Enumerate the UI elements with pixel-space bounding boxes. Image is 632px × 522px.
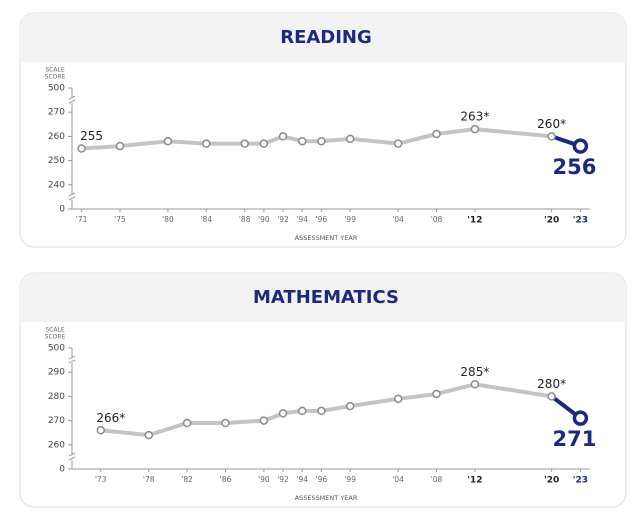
- x-tick-label: '78: [143, 475, 155, 484]
- point: [470, 124, 480, 134]
- point: [393, 394, 403, 404]
- point: [144, 430, 153, 440]
- x-tick-label: '80: [162, 215, 174, 224]
- y-tick-label: 280: [48, 392, 65, 402]
- panel-title: MATHEMATICS: [253, 287, 399, 308]
- x-tick-label: '75: [114, 215, 126, 224]
- value-label: 255: [80, 129, 103, 143]
- panel-title: READING: [280, 27, 372, 48]
- y-tick-label: 290: [48, 368, 65, 378]
- x-tick-label: '12: [467, 476, 482, 486]
- value-label: 266*: [96, 411, 125, 425]
- x-tick-label: '08: [431, 215, 443, 224]
- point: [547, 132, 556, 141]
- line: [100, 382, 582, 438]
- y-axis-title: SCORE: [45, 74, 66, 81]
- axis-break: [69, 357, 75, 364]
- point: [259, 139, 269, 148]
- y-axis-title: SCORE: [45, 334, 66, 341]
- y-tick-label: 240: [48, 180, 65, 190]
- y-tick-label: 260: [48, 132, 65, 142]
- x-tick-label: '96: [316, 215, 328, 224]
- point: [393, 139, 403, 148]
- x-tick-label: '04: [392, 475, 404, 484]
- axis-break: [68, 355, 76, 364]
- x-tick-label: '82: [181, 475, 193, 484]
- x-tick-label: '92: [277, 475, 289, 484]
- point: [345, 401, 355, 411]
- point: [96, 426, 106, 435]
- point: [77, 144, 86, 153]
- point: [182, 418, 192, 428]
- value-label: 260*: [537, 117, 566, 131]
- x-tick-label: '12: [467, 216, 482, 226]
- x-tick-label: '94: [296, 475, 308, 484]
- point: [547, 392, 556, 401]
- point: [115, 141, 125, 151]
- x-tick-label: '90: [258, 475, 270, 484]
- axis-break: [69, 97, 75, 104]
- panel-frame: [19, 12, 627, 508]
- y-tick-label: 500: [48, 84, 65, 94]
- x-tick-label: '88: [239, 215, 251, 224]
- value-label: 271: [552, 427, 596, 451]
- y-axis-title: SCALE: [45, 67, 64, 74]
- x-tick-label: '92: [277, 215, 289, 224]
- axis-break: [68, 452, 76, 461]
- point: [259, 416, 269, 425]
- x-tick-label: '04: [392, 215, 404, 224]
- value-label: 280*: [537, 377, 566, 391]
- y-tick-label: 260: [48, 440, 65, 450]
- axis-break: [68, 192, 76, 201]
- y-tick-label: 500: [48, 344, 65, 354]
- x-tick-label: '96: [316, 475, 328, 484]
- y-tick-label: 0: [59, 205, 65, 215]
- x-tick-label: '23: [573, 476, 588, 486]
- point: [278, 132, 288, 141]
- x-tick-label: '99: [344, 215, 356, 224]
- x-tick-label: '23: [573, 216, 588, 226]
- point: [572, 410, 589, 426]
- x-axis-title: ASSESSMENT YEAR: [295, 494, 358, 502]
- x-axis-title: ASSESSMENT YEAR: [295, 234, 358, 242]
- x-tick-label: '94: [296, 215, 308, 224]
- point: [317, 136, 326, 146]
- axis-break: [68, 95, 76, 104]
- x-tick-label: '99: [344, 475, 356, 484]
- value-label: 285*: [460, 365, 489, 379]
- x-tick-label: '84: [200, 215, 212, 224]
- x-tick-label: '86: [220, 475, 232, 484]
- axis-break: [69, 193, 75, 200]
- x-tick-label: '90: [258, 215, 270, 224]
- y-tick-label: 270: [48, 108, 65, 118]
- x-tick-label: '08: [431, 475, 443, 484]
- point: [572, 138, 589, 154]
- y-tick-label: 0: [59, 465, 65, 475]
- point: [202, 139, 211, 148]
- y-tick-label: 270: [48, 416, 65, 426]
- point: [221, 418, 230, 428]
- x-tick-label: '20: [544, 216, 559, 226]
- axis-break: [69, 453, 75, 460]
- point: [278, 409, 288, 418]
- point: [297, 406, 307, 416]
- value-label: 256: [552, 155, 596, 179]
- x-tick-label: '20: [544, 476, 559, 486]
- x-tick-label: '71: [76, 215, 88, 224]
- point: [345, 134, 355, 144]
- point: [470, 380, 480, 389]
- y-axis-title: SCALE: [45, 327, 64, 334]
- point: [432, 129, 441, 139]
- point: [240, 139, 249, 148]
- point: [317, 406, 326, 416]
- x-tick-label: '73: [95, 475, 107, 484]
- value-label: 263*: [460, 110, 489, 124]
- point: [297, 136, 307, 146]
- point: [432, 389, 441, 399]
- y-tick-label: 250: [48, 156, 65, 166]
- point: [163, 136, 173, 146]
